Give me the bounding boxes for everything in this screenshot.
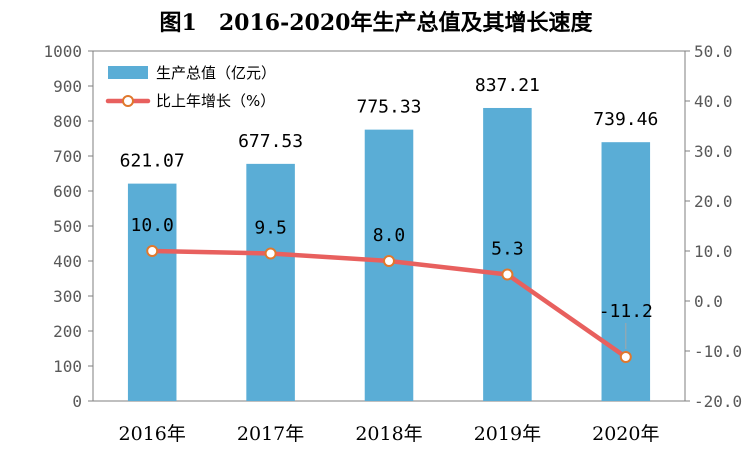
line-point bbox=[619, 351, 632, 363]
line-point bbox=[383, 255, 395, 267]
right-tick-label: 50.0 bbox=[694, 42, 733, 61]
legend-bar-swatch bbox=[108, 66, 148, 79]
x-tick-label: 2020年 bbox=[592, 423, 659, 445]
left-tick-label: 900 bbox=[53, 77, 82, 96]
line-value-label: 8.0 bbox=[373, 225, 406, 246]
line-point bbox=[501, 268, 514, 281]
bar-value-label: 837.21 bbox=[475, 75, 540, 96]
line-value-label: -11.2 bbox=[599, 301, 653, 322]
bar-value-label: 739.46 bbox=[593, 109, 658, 130]
right-tick-label: 30.0 bbox=[694, 142, 733, 161]
bar bbox=[246, 163, 295, 401]
legend-line-marker bbox=[122, 95, 134, 107]
left-tick-label: 800 bbox=[53, 112, 82, 131]
bar bbox=[127, 183, 177, 401]
left-tick-label: 1000 bbox=[43, 42, 82, 61]
right-tick-label: -10.0 bbox=[694, 342, 742, 361]
left-tick-label: 200 bbox=[53, 322, 82, 341]
x-tick-label: 2016年 bbox=[119, 423, 186, 445]
bar-value-label: 621.07 bbox=[120, 151, 185, 172]
right-axis: -20.0 -10.0 0.0 10.0 20.0 30.0 40.0 50.0 bbox=[685, 42, 742, 411]
right-tick-label: 40.0 bbox=[694, 92, 733, 111]
line-point bbox=[264, 247, 277, 260]
line-value-label: 9.5 bbox=[254, 218, 287, 239]
line-value-label: 5.3 bbox=[491, 239, 524, 260]
left-tick-label: 0 bbox=[72, 392, 82, 411]
bar-value-labels: 621.07 677.53 775.33 837.21 739.46 bbox=[120, 75, 659, 172]
line-value-label: 10.0 bbox=[131, 215, 174, 236]
legend-line-label: 比上年增长（%） bbox=[156, 92, 275, 110]
left-tick-label: 500 bbox=[53, 217, 82, 236]
x-axis: 2016年 2017年 2018年 2019年 2020年 bbox=[119, 423, 660, 445]
x-tick-label: 2018年 bbox=[355, 423, 422, 445]
left-tick-label: 700 bbox=[53, 147, 82, 166]
left-tick-label: 400 bbox=[53, 252, 82, 271]
legend: 生产总值（亿元） 比上年增长（%） bbox=[105, 64, 276, 110]
line-series bbox=[146, 245, 632, 363]
left-tick-label: 300 bbox=[53, 287, 82, 306]
x-tick-label: 2017年 bbox=[237, 423, 304, 445]
right-tick-label: 20.0 bbox=[694, 192, 733, 211]
bar-series bbox=[127, 107, 651, 401]
right-tick-label: 0.0 bbox=[694, 292, 723, 311]
left-axis: 0 100 200 300 400 500 600 700 800 900 1000 bbox=[43, 42, 93, 411]
right-tick-label: 10.0 bbox=[694, 242, 733, 261]
bar-value-label: 775.33 bbox=[356, 97, 421, 118]
chart-title: 图1 2016-2020年生产总值及其增长速度 bbox=[160, 10, 594, 36]
right-tick-label: -20.0 bbox=[694, 392, 742, 411]
left-tick-label: 600 bbox=[53, 182, 82, 201]
x-tick-label: 2019年 bbox=[474, 423, 541, 445]
bar bbox=[483, 107, 532, 401]
legend-bar-label: 生产总值（亿元） bbox=[156, 64, 276, 82]
left-tick-label: 100 bbox=[53, 357, 82, 376]
line-point bbox=[146, 245, 159, 257]
bar-value-label: 677.53 bbox=[238, 131, 303, 152]
line-value-labels: 10.0 9.5 8.0 5.3 -11.2 bbox=[131, 215, 653, 349]
